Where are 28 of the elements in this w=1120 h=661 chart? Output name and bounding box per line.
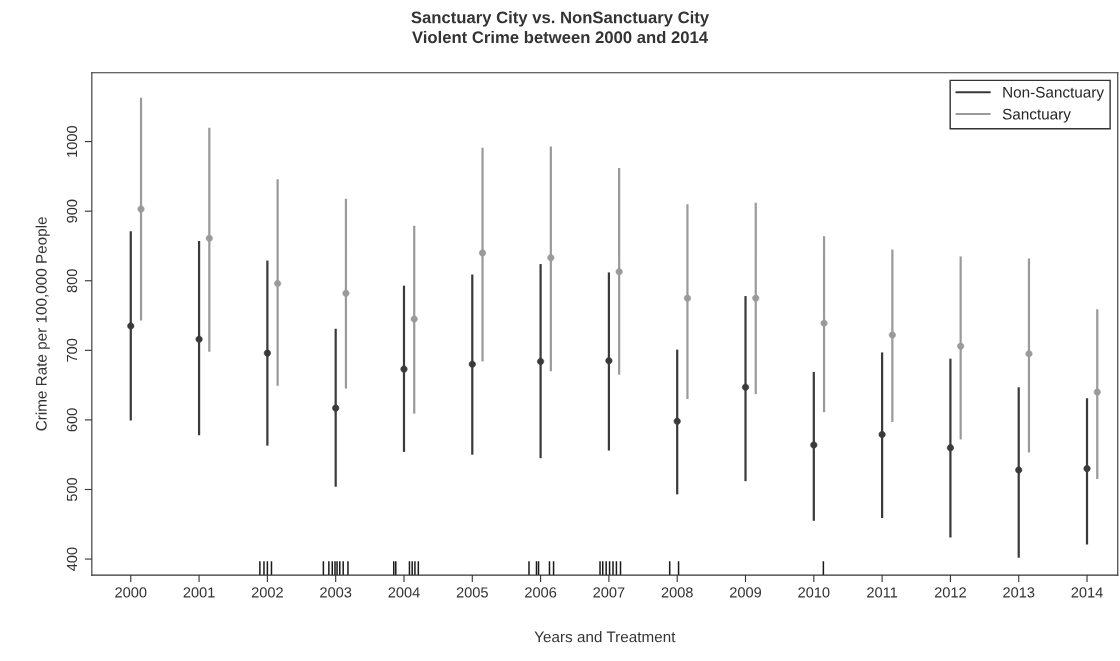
y-tick-label: 800	[66, 269, 78, 293]
y-tick-label: 700	[66, 338, 78, 362]
legend-label: Non-Sanctuary	[1003, 86, 1104, 101]
x-tick-label: 2006	[525, 587, 557, 598]
x-axis-title: Years and Treatment	[534, 631, 676, 643]
x-tick-label: 2011	[867, 587, 898, 598]
x-tick-label: 2003	[320, 587, 352, 598]
x-tick-label: 2001	[183, 587, 215, 598]
y-axis-title: Crime Rate per 100,000 People	[35, 217, 50, 431]
x-tick-label: 2007	[593, 587, 625, 598]
x-tick-label: 2014	[1071, 587, 1103, 598]
x-tick-label: 2013	[1003, 587, 1035, 598]
y-tick-label: 600	[66, 408, 78, 432]
x-tick-label: 2012	[934, 587, 966, 598]
x-tick-label: 2000	[115, 587, 147, 598]
y-tick-label: 1000	[66, 125, 78, 157]
y-tick-label: 500	[66, 477, 78, 502]
x-tick-label: 2004	[388, 587, 420, 598]
legend-label: Sanctuary	[1002, 108, 1071, 123]
x-tick-label: 2002	[251, 587, 283, 598]
x-tick-label: 2009	[730, 587, 762, 598]
x-tick-label: 2005	[456, 587, 488, 598]
x-tick-label: 2010	[798, 587, 830, 598]
y-tick-label: 400	[66, 547, 78, 571]
chart-title: Sanctuary City vs. NonSanctuary City	[411, 11, 710, 27]
x-tick-label: 2008	[661, 587, 693, 598]
y-tick-label: 900	[66, 199, 78, 223]
chart-subtitle: Violent Crime between 2000 and 2014	[412, 30, 708, 44]
